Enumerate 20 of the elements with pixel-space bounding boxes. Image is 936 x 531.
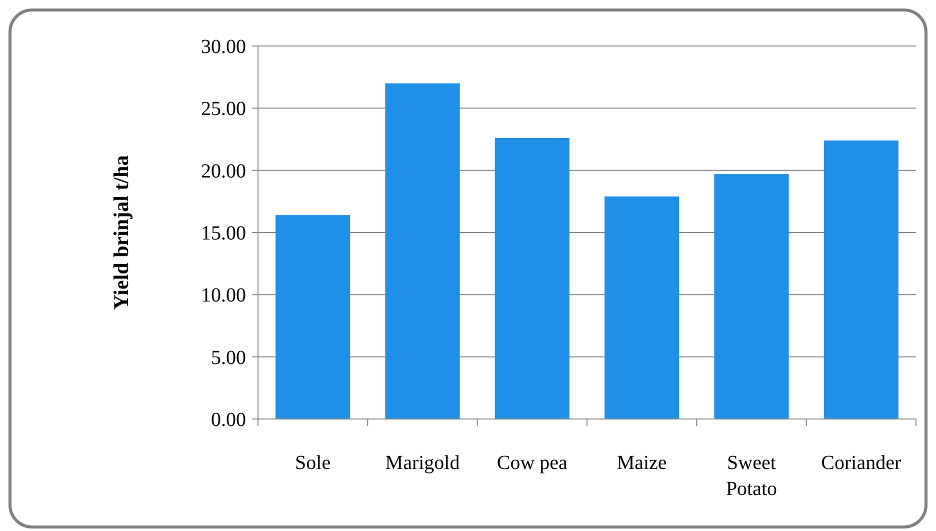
y-tick-label: 25.00 bbox=[201, 98, 246, 120]
bar bbox=[385, 83, 460, 419]
x-tick-label: Sole bbox=[295, 452, 331, 474]
y-tick-label: 30.00 bbox=[201, 36, 246, 58]
bar bbox=[604, 196, 680, 419]
bar bbox=[494, 138, 570, 419]
y-tick-label: 10.00 bbox=[201, 284, 246, 307]
bar bbox=[714, 174, 789, 419]
y-tick-label: 0.00 bbox=[211, 409, 246, 431]
y-tick-label: 15.00 bbox=[201, 222, 246, 244]
y-tick-label: 5.00 bbox=[211, 346, 246, 369]
y-axis-title: Yield brinjal t/ha bbox=[109, 154, 133, 310]
x-tick-label: Coriander bbox=[821, 452, 902, 474]
x-tick-label: Sweet Potato bbox=[726, 452, 778, 500]
bar bbox=[276, 215, 350, 419]
bar bbox=[824, 140, 898, 419]
x-tick-label: Marigold bbox=[385, 452, 460, 474]
y-tick-label: 20.00 bbox=[201, 160, 246, 182]
x-tick-label: Cow pea bbox=[496, 452, 568, 474]
x-tick-label: Maize bbox=[616, 452, 667, 474]
